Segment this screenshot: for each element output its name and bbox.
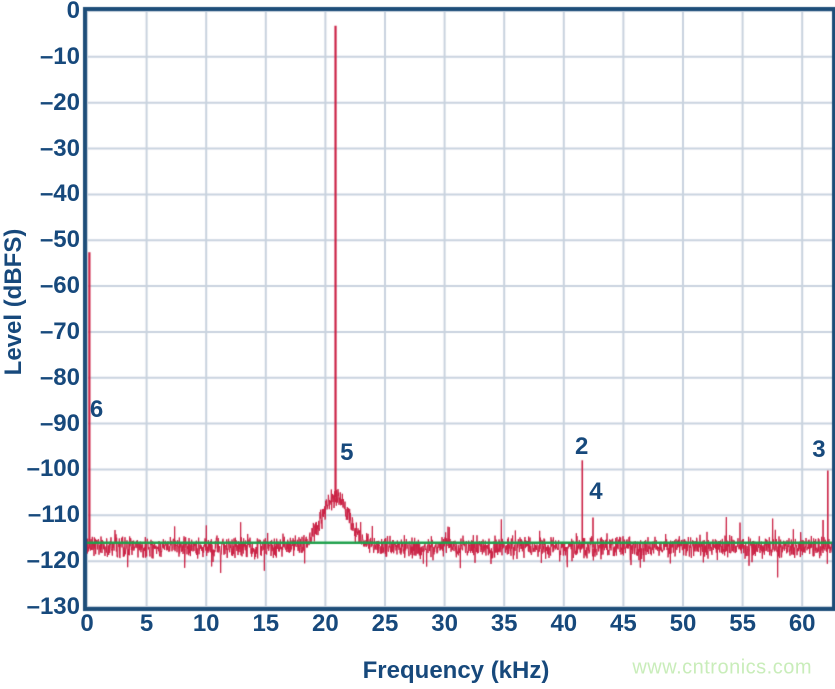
x-tick-label: 0 bbox=[80, 610, 94, 637]
y-tick-label: –30 bbox=[39, 134, 80, 162]
harmonic-marker-label: 5 bbox=[340, 439, 354, 467]
y-tick-label: 0 bbox=[66, 0, 80, 24]
y-tick-label: –20 bbox=[39, 88, 80, 116]
y-axis-title: Level (dBFS) bbox=[0, 228, 27, 376]
x-tick-label: 5 bbox=[139, 610, 154, 637]
x-tick-label: 10 bbox=[192, 610, 220, 637]
y-tick-label: –70 bbox=[39, 317, 80, 345]
x-tick-label: 60 bbox=[788, 610, 816, 637]
x-axis-title: Frequency (kHz) bbox=[362, 657, 550, 684]
harmonic-marker-label: 6 bbox=[89, 395, 104, 423]
y-tick-label: –120 bbox=[26, 547, 80, 575]
harmonic-marker-label: 4 bbox=[589, 478, 603, 506]
x-tick-label: 35 bbox=[490, 610, 518, 637]
watermark-text: www.cntronics.com bbox=[632, 656, 812, 679]
y-tick-label: –90 bbox=[39, 409, 80, 437]
y-tick-label: –80 bbox=[39, 363, 80, 391]
y-tick-label: –110 bbox=[27, 501, 80, 529]
x-tick-label: 20 bbox=[312, 610, 339, 637]
x-tick-label: 25 bbox=[371, 610, 399, 637]
x-tick-label: 15 bbox=[252, 610, 280, 637]
x-tick-label: 50 bbox=[669, 610, 697, 637]
harmonic-marker-label: 3 bbox=[812, 436, 826, 464]
y-tick-label: –50 bbox=[39, 226, 80, 254]
x-tick-label: 40 bbox=[550, 610, 578, 637]
y-tick-label: –40 bbox=[39, 180, 80, 208]
x-tick-label: 30 bbox=[431, 610, 458, 637]
x-tick-label: 55 bbox=[729, 610, 756, 637]
y-tick-label: –100 bbox=[26, 455, 80, 483]
y-tick-label: –60 bbox=[39, 272, 80, 300]
harmonic-marker-label: 2 bbox=[574, 432, 589, 460]
y-tick-label: –10 bbox=[39, 42, 80, 70]
y-tick-label: –130 bbox=[26, 593, 80, 620]
x-tick-label: 45 bbox=[610, 610, 637, 637]
